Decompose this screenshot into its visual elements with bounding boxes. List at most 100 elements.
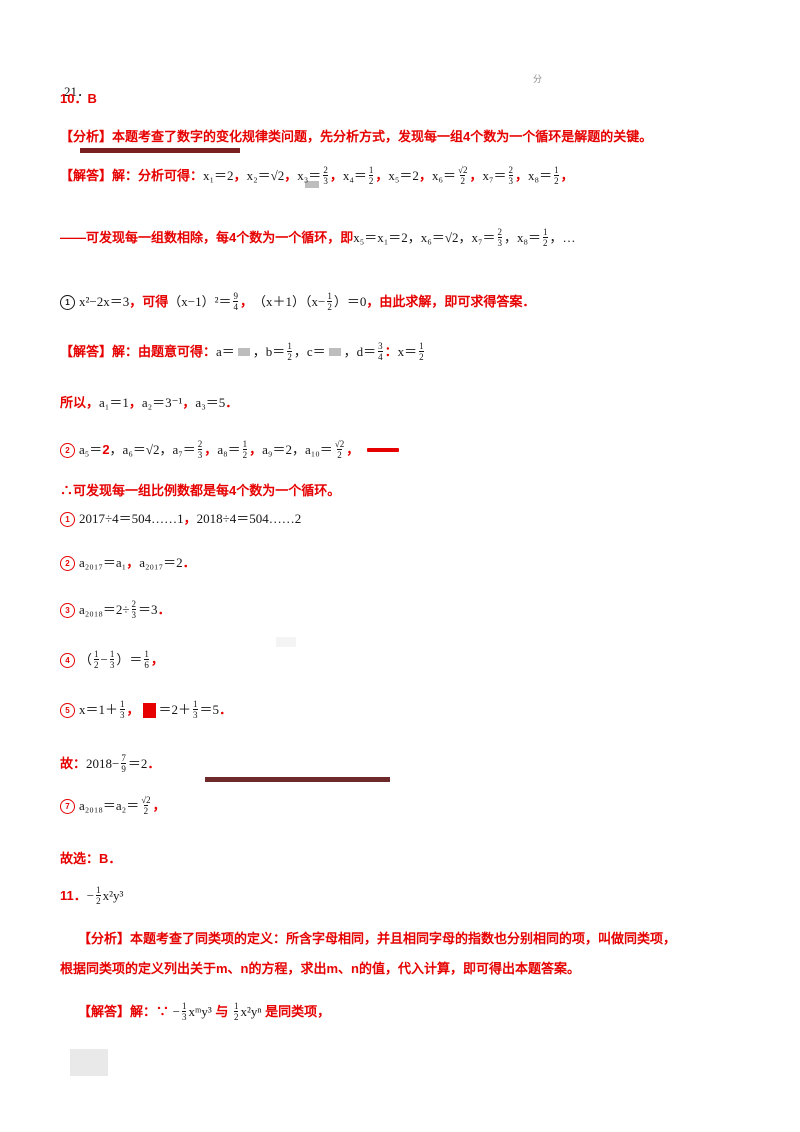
fraction-numerator: 1 <box>181 1001 187 1011</box>
red-redaction-block <box>142 702 156 718</box>
analysis-paragraph-11-line1: 【分析】本题考查了同类项的定义：所含字母相同，并且相同字母的指数也分别相同的项，… <box>78 931 676 947</box>
red-emphasis-rule <box>367 448 400 453</box>
fraction: √2 2 <box>335 439 344 461</box>
list-item-4-text: − <box>100 651 108 667</box>
equation-work-line-text: （x＋1）（x− <box>253 293 326 309</box>
answer-line-11: 11． −1 2 x²y³ <box>60 885 124 907</box>
question-number-overlay: 21． <box>64 84 91 100</box>
fraction-numerator: 1 <box>94 649 99 659</box>
series-line-2-text: 2 <box>102 441 110 457</box>
series-line-2-text: ， <box>249 441 263 457</box>
fraction-denominator: 2 <box>554 175 559 187</box>
list-item-3-text: ＝3 <box>138 601 158 617</box>
fraction: √2 2 <box>458 165 468 187</box>
list-item-4-text: ， <box>150 651 164 667</box>
circled-number-icon: 4 <box>60 652 75 668</box>
fraction-denominator: 2 <box>94 659 99 671</box>
list-item-1-text: 2018÷4＝504……2 <box>196 511 302 527</box>
list-item-7-text: a₂₀₁₈＝a₂＝ <box>79 797 140 813</box>
circled-number-icon: 2 <box>60 442 75 458</box>
fraction-denominator: 3 <box>193 709 198 721</box>
fraction-numerator: √2 <box>458 165 468 175</box>
fraction-numerator: 1 <box>327 291 332 301</box>
fraction-numerator: 1 <box>543 227 548 237</box>
solution-values-line-text: x＝ <box>397 343 418 359</box>
cycle-rule-line-text: ，… <box>549 229 576 245</box>
solution-line-11-text: x²yⁿ <box>240 1003 262 1019</box>
therefore-line-text: a₁＝1 <box>99 395 129 410</box>
circled-number-icon: 2 <box>60 556 75 571</box>
analysis-underline <box>80 148 240 153</box>
list-item-5: 5 x＝1＋ 1 3，＝2＋ 1 3 ＝5 ． <box>60 699 232 721</box>
list-item-4-text: （ <box>79 651 93 667</box>
list-item-5-text: ＝2＋ <box>158 701 192 717</box>
fraction-denominator: 2 <box>460 175 465 187</box>
fraction-denominator: 2 <box>287 351 292 363</box>
fraction-numerator: 2 <box>508 165 514 175</box>
list-item-6-text: ． <box>147 755 161 771</box>
solution-values-line-text: a＝ <box>216 343 235 359</box>
therefore-line-text: ， <box>182 395 196 410</box>
solution-values-line-text: ，c＝ <box>293 343 326 359</box>
answer-line-11-text: 11． <box>60 887 87 903</box>
solution-line-11-text: 与 <box>211 1003 232 1019</box>
list-item-2-text: ． <box>182 555 196 571</box>
answer-line-10-text: 10．B <box>60 91 97 106</box>
equation-work-line-text: ，由此求解，即可求得答案． <box>366 293 536 309</box>
fraction-numerator: 1 <box>233 1001 239 1011</box>
solution-line-11-text: xᵐy³ <box>188 1003 212 1019</box>
fraction-numerator: 1 <box>120 699 125 709</box>
fraction-denominator: 9 <box>121 763 126 775</box>
fraction-denominator: 3 <box>181 1011 187 1023</box>
fraction-denominator: 4 <box>378 351 383 363</box>
fraction-denominator: 2 <box>96 895 101 907</box>
page-margin-mark: 分 <box>533 74 542 84</box>
series-line-2-text: ， <box>346 441 360 457</box>
solution-values-line-text: ： <box>384 343 398 359</box>
solution-values-line-text: ，b＝ <box>252 343 286 359</box>
solution-sequence-line-text: ， <box>233 167 247 183</box>
answer-line-11-text: x²y³ <box>102 887 124 903</box>
gray-box <box>70 1049 108 1076</box>
list-item-7-text: ， <box>152 797 166 813</box>
series-line-2-text: ，a₆＝√2，a₇＝ <box>109 441 196 457</box>
fraction-numerator: 1 <box>109 649 115 659</box>
list-item-3-text: a₂₀₁₈＝2÷ <box>79 601 130 617</box>
series-line-2-text: a₉＝2，a₁₀＝ <box>262 441 333 457</box>
choose-answer-line-text: 故选：B． <box>60 851 122 866</box>
fraction-denominator: 3 <box>508 175 514 187</box>
fraction-denominator: 2 <box>242 449 248 461</box>
fraction-denominator: 2 <box>337 449 342 461</box>
fraction-denominator: 3 <box>120 709 125 721</box>
fraction-numerator: 2 <box>197 439 203 449</box>
fraction-numerator: 9 <box>233 291 238 301</box>
equation-work-line: 1 x²−2x＝3 ，可得 （x−1）²＝ 9 4，（x＋1）（x− 1 2 ）＝0 ，由此求解，… <box>60 291 536 313</box>
series-line-2-text: a₅＝ <box>79 441 103 457</box>
solution-line-11-text: − <box>172 1003 180 1019</box>
list-item-5-text: ， <box>126 701 140 717</box>
question-number-overlay-text: 21． <box>64 84 91 99</box>
solution-sequence-line-text: x₅＝2 <box>388 167 419 183</box>
solution-line-11-text: 【解答】解：∵ <box>78 1003 173 1019</box>
fraction-denominator: 2 <box>543 237 548 249</box>
equation-work-line-text: ）＝0 <box>333 293 367 309</box>
equation-work-line-text: （x−1）²＝ <box>168 293 232 309</box>
therefore-line-text: ． <box>225 395 239 410</box>
solution-sequence-line-text: ， <box>418 167 432 183</box>
list-item-3: 3 a₂₀₁₈＝2÷ 2 3 ＝3 ． <box>60 599 171 621</box>
solution-sequence-line-text: 【解答】解：分析可得： <box>60 167 204 183</box>
choose-answer-line: 故选：B． <box>60 851 122 867</box>
